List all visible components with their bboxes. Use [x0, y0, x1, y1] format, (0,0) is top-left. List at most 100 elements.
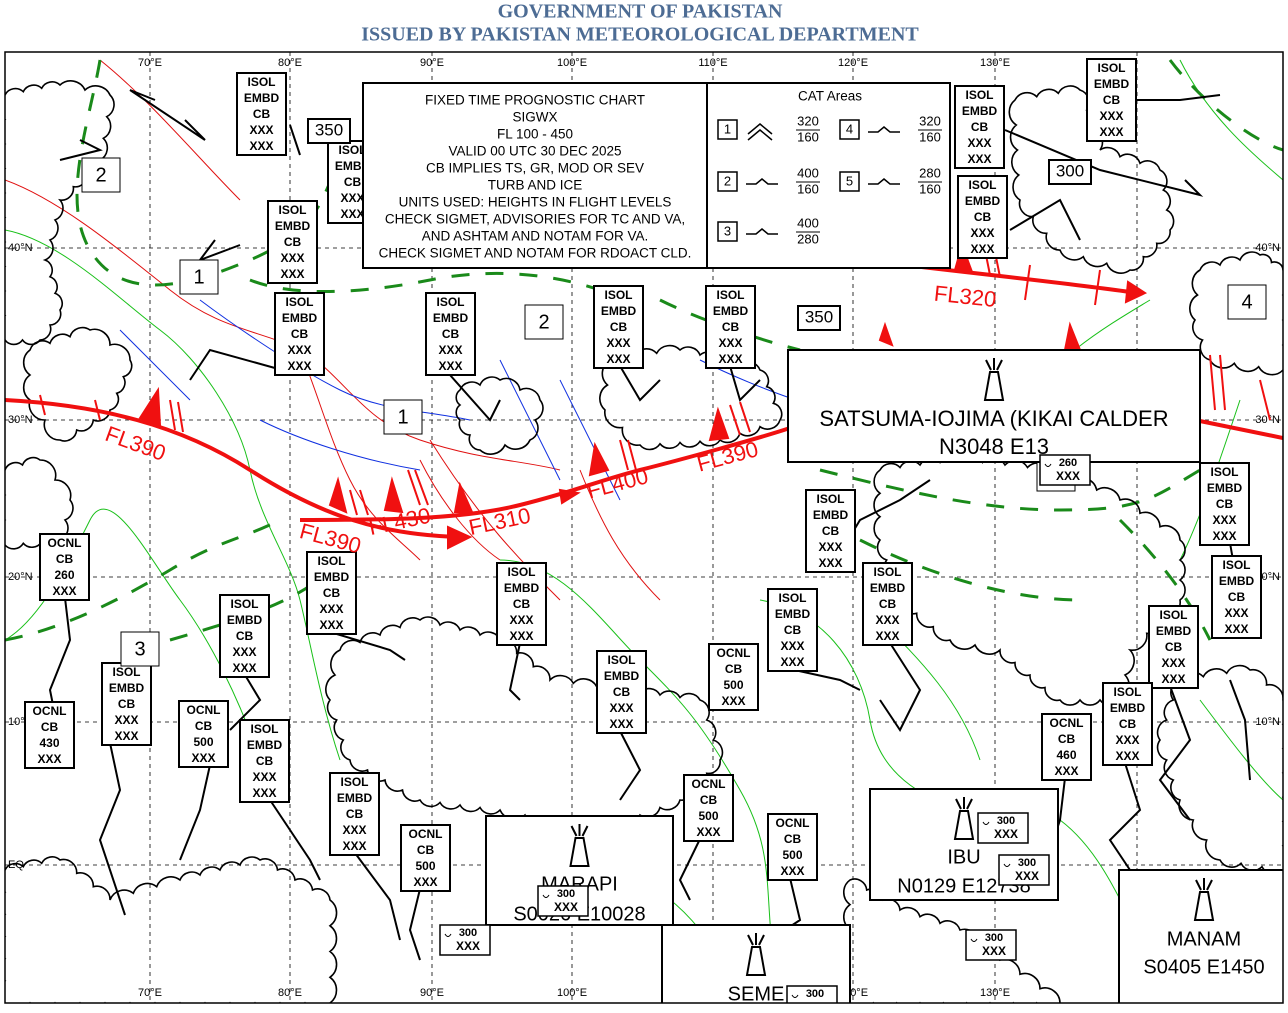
tag-top: 300 — [806, 988, 824, 1000]
cb-text: CB — [346, 807, 364, 821]
cat-key-number: 5 — [846, 173, 853, 188]
cb-box — [1041, 713, 1092, 781]
height-label: 350 — [315, 120, 343, 139]
cb-text: ISOL — [247, 75, 275, 89]
cb-text: EMBD — [247, 738, 283, 752]
cb-text: XXX — [319, 618, 343, 632]
cat-key-bottom: 160 — [797, 129, 819, 144]
lon-label: 120°E — [838, 57, 868, 69]
cb-text: XXX — [1099, 109, 1123, 123]
cb-box — [236, 72, 287, 156]
lat-label: 40°N — [1255, 242, 1280, 254]
cb-text: ISOL — [436, 295, 464, 309]
volcano-name: SEME — [728, 983, 785, 1005]
legend-line: AND ASHTAM AND NOTAM FOR VA. — [422, 229, 649, 244]
cb-text: XXX — [252, 786, 276, 800]
cat-key-number: 1 — [724, 121, 731, 136]
cat-key-number: 4 — [846, 121, 853, 136]
cb-box — [705, 285, 756, 369]
cb-text: XXX — [1099, 125, 1123, 139]
volcano-tag — [786, 985, 838, 1003]
cb-text: CB — [974, 210, 992, 224]
cat-key-box — [839, 119, 860, 140]
cb-text: 500 — [698, 809, 718, 823]
cb-box — [957, 175, 1008, 259]
cb-text: XXX — [606, 352, 630, 366]
lat-label: 30°N — [8, 414, 33, 426]
cb-text: ISOL — [607, 653, 635, 667]
cat-key-box — [717, 221, 738, 242]
cb-text: CB — [725, 662, 743, 676]
volcano-position: S0405 E1450 — [1143, 956, 1264, 978]
cb-text: EMBD — [314, 570, 350, 584]
legend-line: SIGWX — [512, 110, 557, 125]
cb-text: EMBD — [813, 508, 849, 522]
cb-text: EMBD — [1094, 77, 1130, 91]
cb-text: ISOL — [604, 288, 632, 302]
cb-text: XXX — [114, 729, 138, 743]
cb-text: XXX — [721, 694, 745, 708]
volcano-icon — [745, 933, 767, 976]
cloud — [22, 326, 133, 442]
cb-text: XXX — [114, 713, 138, 727]
cat-key-bottom: 160 — [919, 181, 941, 196]
header-subtitle: ISSUED BY PAKISTAN METEOROLOGICAL DEPART… — [361, 24, 919, 46]
cb-text: OCNL — [1050, 716, 1084, 730]
cat-key-bottom: 160 — [919, 129, 941, 144]
cb-box — [178, 700, 229, 768]
cb-text: XXX — [232, 661, 256, 675]
cb-text: XXX — [191, 751, 215, 765]
cb-text: CB — [722, 320, 740, 334]
volcano-name: SATSUMA-IOJIMA (KIKAI CALDER — [819, 406, 1168, 431]
cb-text: EMBD — [1110, 701, 1146, 715]
cb-text: EMBD — [1156, 624, 1192, 638]
height-label: 350 — [805, 307, 833, 326]
cat-key-top: 400 — [797, 215, 819, 230]
cb-text: XXX — [1224, 622, 1248, 636]
cat-key-number: 2 — [724, 173, 731, 188]
cb-text: EMBD — [227, 613, 263, 627]
cat-key-top: 280 — [919, 165, 941, 180]
cb-text: ISOL — [1113, 685, 1141, 699]
cb-text: XXX — [609, 717, 633, 731]
tag-bottom: XXX — [1056, 469, 1080, 483]
cb-text: EMBD — [775, 607, 811, 621]
cb-text: CB — [613, 685, 631, 699]
cb-text: ISOL — [317, 554, 345, 568]
cb-box — [24, 701, 75, 769]
lat-label: 40°N — [8, 242, 33, 254]
legend-line: CHECK SIGMET AND NOTAM FOR RDOACT CLD. — [379, 246, 692, 261]
cloud — [1156, 664, 1283, 875]
tag-icon — [791, 994, 799, 998]
cat-key-box — [839, 171, 860, 192]
cb-text: XXX — [319, 602, 343, 616]
cloud — [1189, 251, 1283, 376]
cb-text: CB — [1228, 590, 1246, 604]
cb-text: OCNL — [692, 777, 726, 791]
cb-text: 430 — [39, 736, 59, 750]
cb-text: XXX — [609, 701, 633, 715]
cb-text: CB — [56, 552, 74, 566]
cb-box — [306, 551, 357, 635]
cb-box — [767, 588, 818, 672]
tag-icon — [444, 933, 452, 937]
cb-text: ISOL — [507, 565, 535, 579]
cloud — [5, 80, 115, 346]
cb-text: CB — [1058, 732, 1076, 746]
cb-text: XXX — [340, 207, 364, 221]
volcano-tag — [965, 929, 1017, 961]
cb-text: EMBD — [601, 304, 637, 318]
cb-box — [593, 285, 644, 369]
legend-line: CB IMPLIES TS, GR, MOD OR SEV — [426, 161, 644, 176]
cb-text: EMBD — [337, 791, 373, 805]
volcano-name: MANAM — [1167, 928, 1241, 950]
legend: FIXED TIME PROGNOSTIC CHART SIGWX FL 100 -… — [362, 82, 951, 269]
cb-text: ISOL — [1159, 608, 1187, 622]
cb-text: XXX — [413, 875, 437, 889]
cb-text: 500 — [193, 735, 213, 749]
cat-number-box — [81, 157, 121, 193]
cb-text: XXX — [509, 629, 533, 643]
cb-text: XXX — [287, 343, 311, 357]
cb-text: ISOL — [968, 178, 996, 192]
jet-label: FL310 — [467, 503, 533, 540]
